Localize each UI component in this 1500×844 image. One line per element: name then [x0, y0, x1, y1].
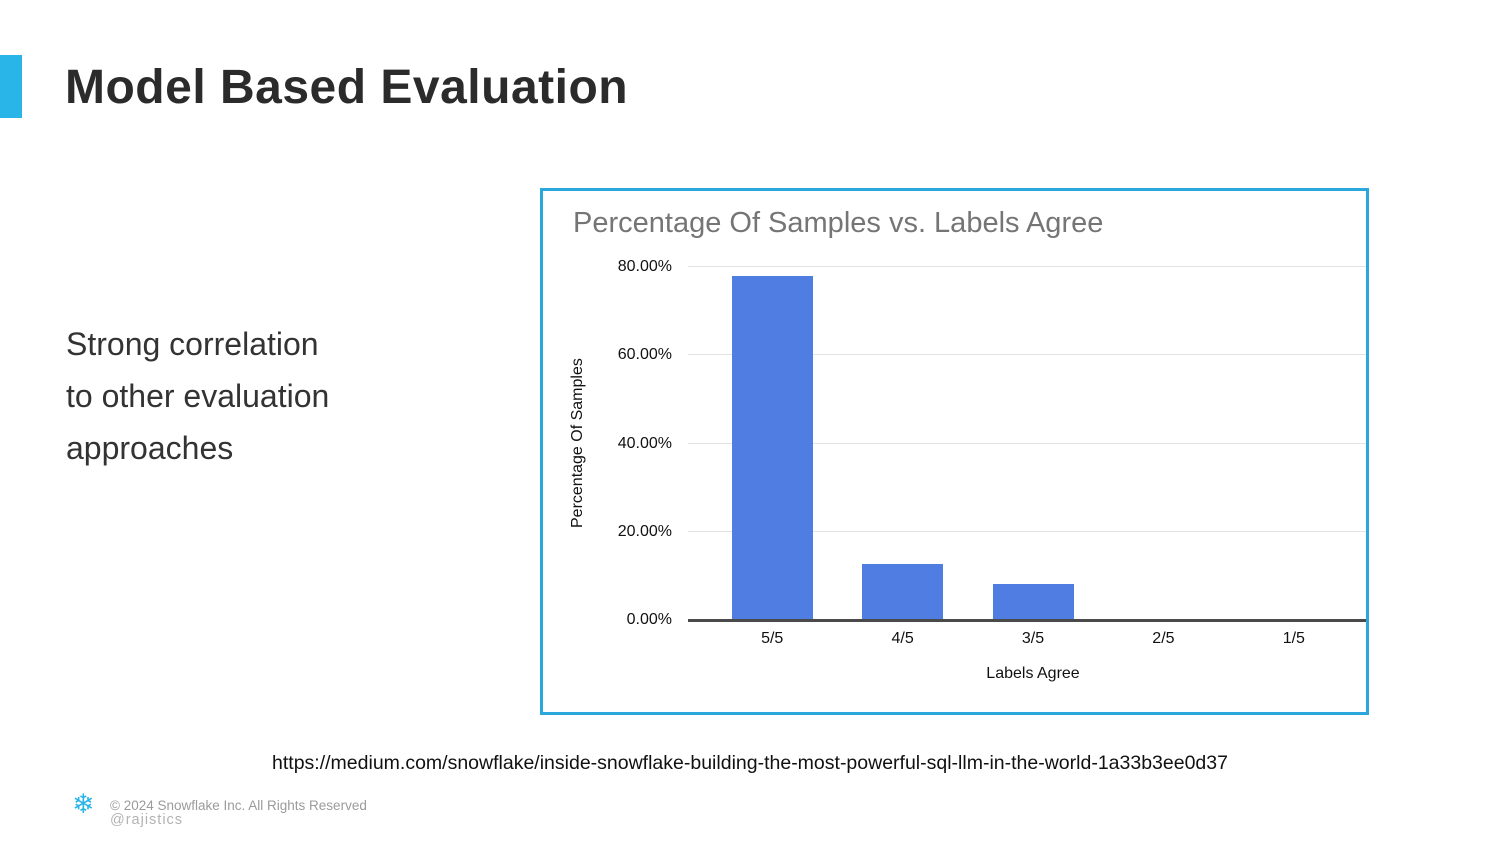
bar-slot [707, 267, 837, 620]
y-gridline [688, 442, 1366, 444]
body-text-line: Strong correlation [66, 326, 319, 362]
bar-slot [1098, 267, 1228, 620]
y-axis-ticks: 80.00% 60.00% 40.00% 20.00% 0.00% [543, 258, 672, 628]
y-tick-label: 60.00% [617, 346, 672, 364]
bar-slot [1229, 267, 1359, 620]
body-text-line: approaches [66, 430, 234, 466]
x-tick-label: 1/5 [1282, 630, 1305, 647]
body-text-line: to other evaluation [66, 378, 330, 414]
bar-5-5 [731, 275, 813, 620]
y-gridline [688, 266, 1366, 267]
x-axis-line [688, 619, 1366, 622]
chart-panel: Percentage Of Samples vs. Labels Agree P… [540, 188, 1369, 715]
x-axis-labels: 5/5 4/5 3/5 2/5 1/5 [707, 630, 1359, 648]
chart-title: Percentage Of Samples vs. Labels Agree [573, 207, 1104, 239]
bars-area [707, 267, 1359, 620]
y-tick-label: 0.00% [626, 611, 672, 628]
x-tick-label: 3/5 [1021, 630, 1045, 647]
bar-slot [968, 267, 1098, 620]
title-accent-bar [0, 55, 22, 118]
body-text: Strong correlation to other evaluation a… [66, 318, 329, 474]
footer-copyright: © 2024 Snowflake Inc. All Rights Reserve… [110, 798, 367, 813]
bar-3-5 [992, 583, 1074, 620]
x-axis-title: Labels Agree [986, 665, 1080, 682]
page-title: Model Based Evaluation [65, 61, 629, 114]
y-tick-label: 80.00% [617, 258, 672, 275]
x-tick-label: 5/5 [761, 630, 784, 647]
plot-area [688, 266, 1366, 622]
y-tick-label: 40.00% [617, 434, 672, 452]
bar-slot [837, 267, 967, 620]
x-tick-label: 2/5 [1152, 630, 1175, 647]
y-tick-label: 20.00% [617, 522, 672, 540]
source-url-link[interactable]: https://medium.com/snowflake/inside-snow… [272, 752, 1228, 774]
y-gridline [688, 354, 1366, 356]
footer-handle: @rajistics [110, 812, 184, 828]
snowflake-logo-icon: ❄ [72, 789, 95, 820]
bar-4-5 [862, 563, 944, 620]
y-gridline [688, 530, 1366, 532]
x-tick-label: 4/5 [891, 630, 914, 647]
